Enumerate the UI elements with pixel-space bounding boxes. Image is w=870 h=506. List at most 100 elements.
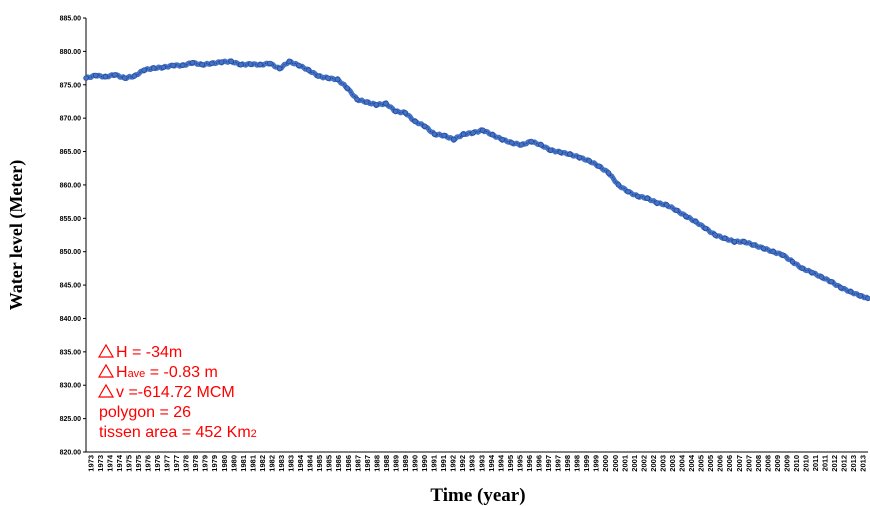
x-tick-label: 1994 [496, 454, 505, 472]
data-point [92, 72, 99, 79]
x-tick-label: 1989 [401, 455, 410, 472]
x-tick-label: 2005 [697, 455, 706, 472]
data-point [218, 59, 225, 65]
data-point [286, 58, 292, 65]
data-point [305, 67, 312, 73]
annotation-h-ave-value: = -0.83 m [145, 364, 217, 381]
x-tick-label: 1988 [382, 455, 391, 472]
x-tick-label: 1982 [258, 455, 267, 472]
data-point [83, 75, 89, 81]
x-tick-label: 1986 [334, 455, 343, 472]
data-point [276, 65, 283, 72]
x-tick-label: 1976 [143, 455, 152, 472]
x-tick-label: 2003 [658, 455, 667, 472]
x-tick-label: 2002 [649, 455, 658, 472]
x-tick-label: 2003 [668, 455, 677, 472]
data-point [238, 61, 244, 68]
x-tick-label: 1984 [296, 454, 305, 472]
data-point [354, 96, 360, 103]
x-tick-label: 2008 [754, 455, 763, 472]
data-point [644, 195, 650, 202]
annotation-delta-h: H = -34m [97, 343, 182, 361]
data-point [412, 118, 418, 125]
x-tick-label: 1974 [115, 454, 124, 472]
data-point [712, 232, 718, 238]
x-axis-label: Time (year) [430, 485, 525, 506]
x-tick-label: 2005 [706, 455, 715, 472]
x-tick-label: 1995 [515, 455, 524, 472]
x-tick-label: 1996 [534, 455, 543, 472]
data-point [257, 61, 263, 68]
x-axis: 1973 1973 1974 1974 1975 1975 1976 1976 1977 1977… [86, 451, 868, 472]
y-tick-label: 845.00 [60, 283, 82, 290]
data-point [567, 151, 573, 157]
x-tick-label: 1986 [344, 455, 353, 472]
annotation-block: H = -34m Have = -0.83 m v =-614.72 MCM p… [97, 343, 257, 441]
x-tick-label: 2000 [601, 455, 610, 472]
annotation-km2-subscript: 2 [251, 428, 257, 440]
annotation-delta-v: v =-614.72 MCM [97, 383, 235, 401]
y-tick-label: 820.00 [60, 450, 82, 457]
data-point [441, 132, 447, 139]
x-tick-label: 1985 [315, 455, 324, 472]
data-point [344, 85, 350, 91]
data-point [199, 61, 205, 68]
x-tick-labels: 1973 1973 1974 1974 1975 1975 1976 1976 1977 1977… [86, 454, 867, 472]
data-point [228, 58, 234, 65]
data-point [625, 188, 631, 195]
x-tick-label: 1991 [430, 455, 439, 472]
x-tick-label: 1988 [372, 455, 381, 472]
data-point [121, 75, 128, 81]
x-tick-label: 1997 [554, 455, 563, 472]
x-tick-label: 2001 [630, 455, 639, 472]
data-point [170, 62, 176, 69]
x-tick-label: 1987 [353, 455, 362, 472]
data-point [741, 239, 747, 245]
y-tick-label: 860.00 [60, 182, 82, 189]
data-point [383, 100, 389, 107]
x-tick-label: 1975 [124, 455, 133, 472]
x-tick-label: 1998 [573, 455, 582, 472]
x-tick-label: 1997 [544, 455, 553, 472]
series-marker-edge [85, 60, 869, 299]
x-tick-label: 2000 [611, 455, 620, 472]
x-tick-label: 1979 [201, 455, 210, 472]
data-point [267, 60, 273, 67]
data-point [451, 136, 457, 143]
x-tick-label: 1993 [477, 455, 486, 472]
x-tick-label: 2010 [792, 455, 801, 472]
y-tick-label: 840.00 [60, 316, 82, 323]
data-point [596, 163, 602, 169]
x-tick-label: 1981 [248, 455, 257, 472]
data-point [373, 102, 379, 108]
x-tick-label: 1999 [582, 455, 591, 472]
data-point [818, 274, 825, 280]
x-tick-label: 2001 [620, 455, 629, 472]
x-tick-label: 1990 [411, 455, 420, 472]
data-point [141, 67, 147, 73]
data-point [518, 142, 525, 148]
x-tick-label: 1983 [287, 455, 296, 472]
x-tick-label: 1993 [468, 455, 477, 472]
x-tick-label: 1992 [449, 455, 458, 472]
data-point [847, 289, 854, 295]
data-point [760, 245, 767, 252]
data-point [789, 259, 796, 265]
x-tick-label: 1979 [210, 455, 219, 472]
x-tick-label: 2002 [639, 455, 648, 472]
data-point [751, 242, 757, 248]
x-tick-label: 2013 [849, 455, 858, 472]
x-tick-label: 1999 [592, 455, 601, 472]
y-tick-label: 885.00 [60, 16, 82, 23]
x-tick-label: 2008 [763, 455, 772, 472]
data-point [634, 193, 641, 200]
y-tick-label: 870.00 [60, 116, 82, 123]
data-point [528, 138, 534, 145]
data-point [180, 62, 186, 69]
y-tick-labels: 820.00 825.00 830.00 835.00 840.00 845.00 850.… [60, 16, 86, 457]
x-tick-label: 1977 [163, 455, 172, 472]
x-tick-label: 1987 [363, 455, 372, 472]
data-point [692, 218, 699, 225]
data-point [557, 149, 563, 155]
